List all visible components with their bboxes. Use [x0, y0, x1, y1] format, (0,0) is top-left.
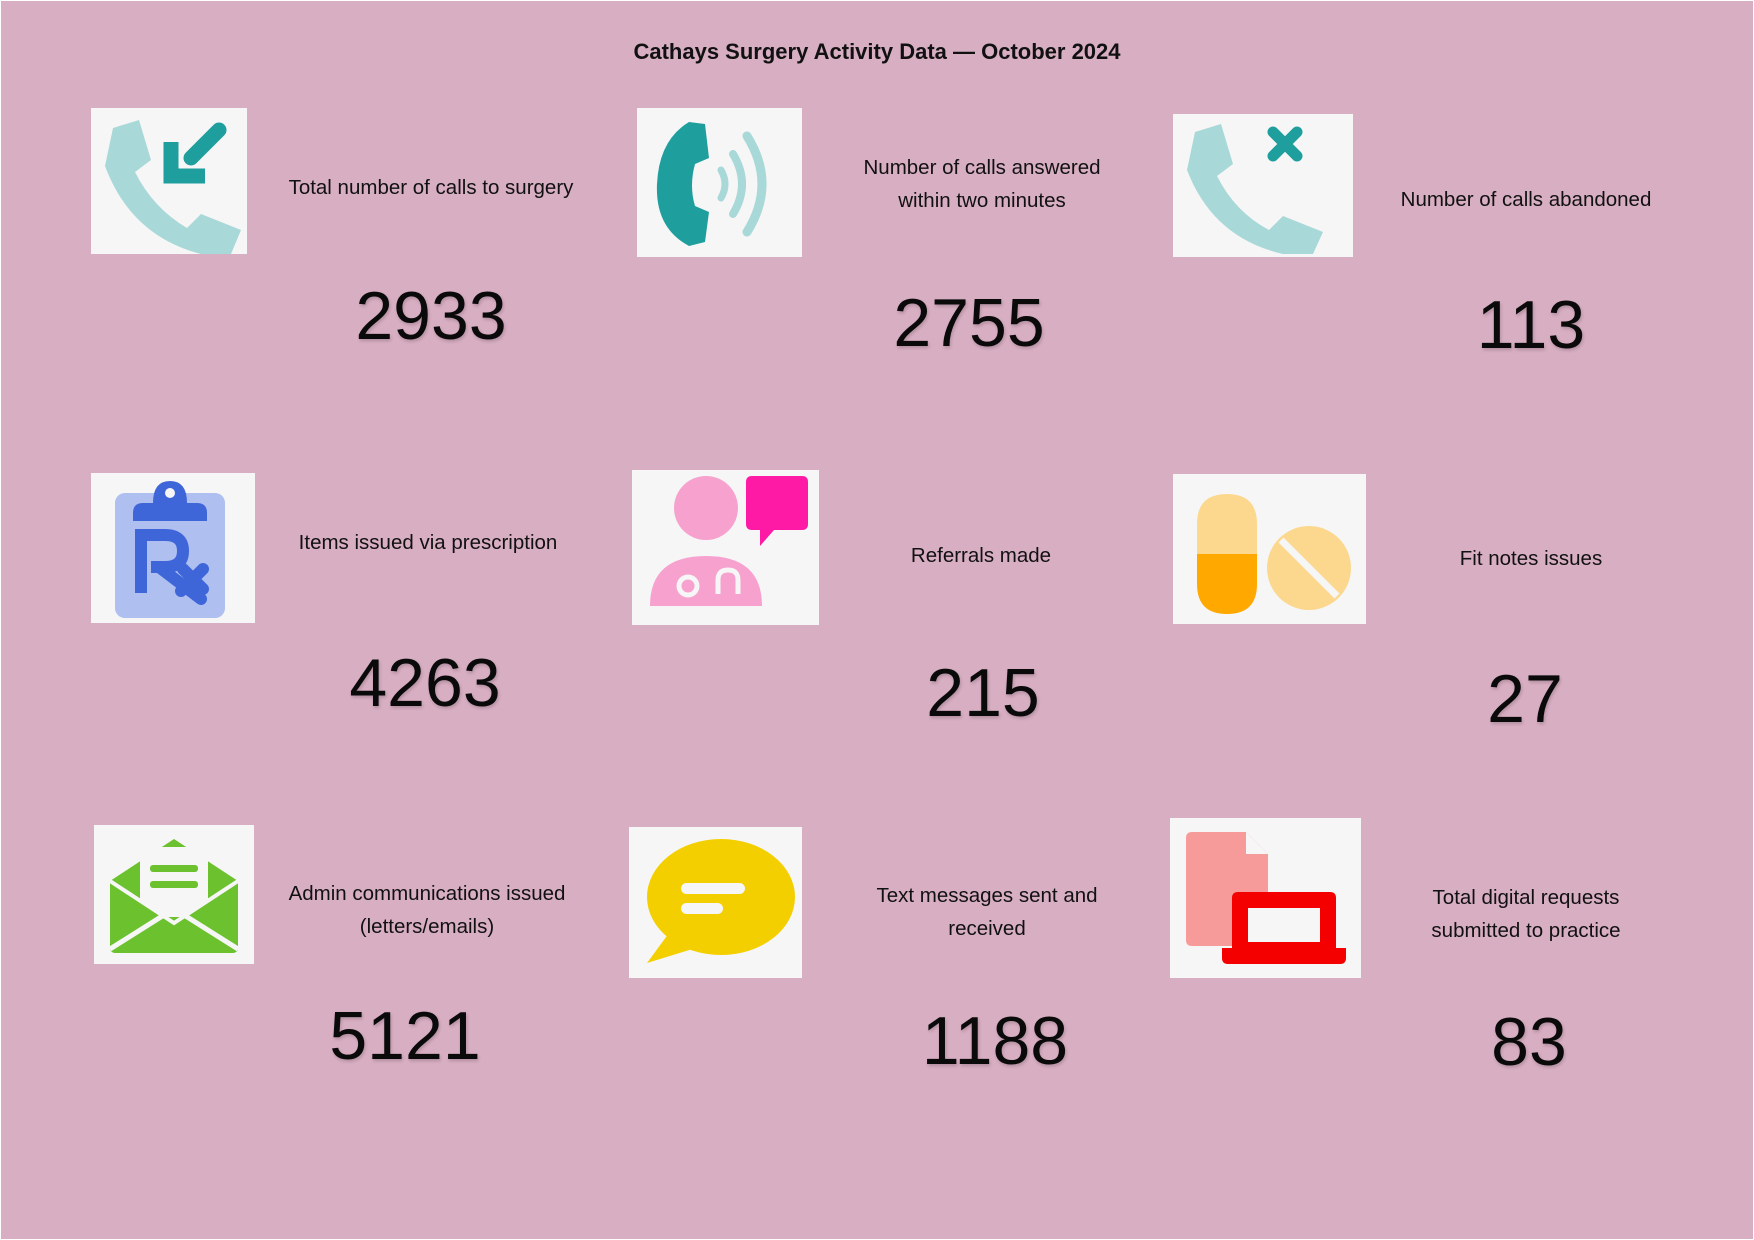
incoming-call-icon — [91, 108, 247, 254]
tile-value: 215 — [926, 655, 1040, 731]
phone-ringing-icon — [637, 108, 802, 257]
speech-bubble-icon — [629, 827, 802, 978]
tile-label: Admin communications issued (letters/ema… — [288, 882, 566, 938]
open-envelope-icon — [94, 825, 254, 964]
tile-label: Text messages sent and received — [876, 884, 1098, 940]
doctor-chat-icon — [632, 470, 819, 625]
tile-label: Items issued via prescription — [298, 531, 558, 554]
prescription-clipboard-icon — [91, 473, 255, 623]
document-laptop-icon — [1170, 818, 1361, 978]
tile-label: Total digital requests submitted to prac… — [1431, 886, 1621, 942]
tile-value: 27 — [1487, 661, 1563, 737]
tile-label: Fit notes issues — [1459, 547, 1603, 570]
pills-icon — [1173, 474, 1366, 624]
tile-value: 4263 — [349, 645, 501, 721]
tile-value: 2933 — [355, 278, 507, 354]
tile-value: 1188 — [921, 1003, 1069, 1079]
tile-value: 113 — [1476, 287, 1586, 363]
tile-label: Number of calls answered within two minu… — [863, 156, 1101, 212]
page-title: Cathays Surgery Activity Data — October … — [633, 39, 1121, 64]
tile-label: Number of calls abandoned — [1400, 188, 1652, 211]
tile-value: 2755 — [893, 285, 1045, 361]
missed-call-icon — [1173, 114, 1353, 257]
tile-value: 83 — [1491, 1004, 1567, 1080]
tile-label: Total number of calls to surgery — [288, 176, 574, 199]
tile-value: 5121 — [329, 998, 481, 1074]
tile-label: Referrals made — [910, 544, 1052, 567]
